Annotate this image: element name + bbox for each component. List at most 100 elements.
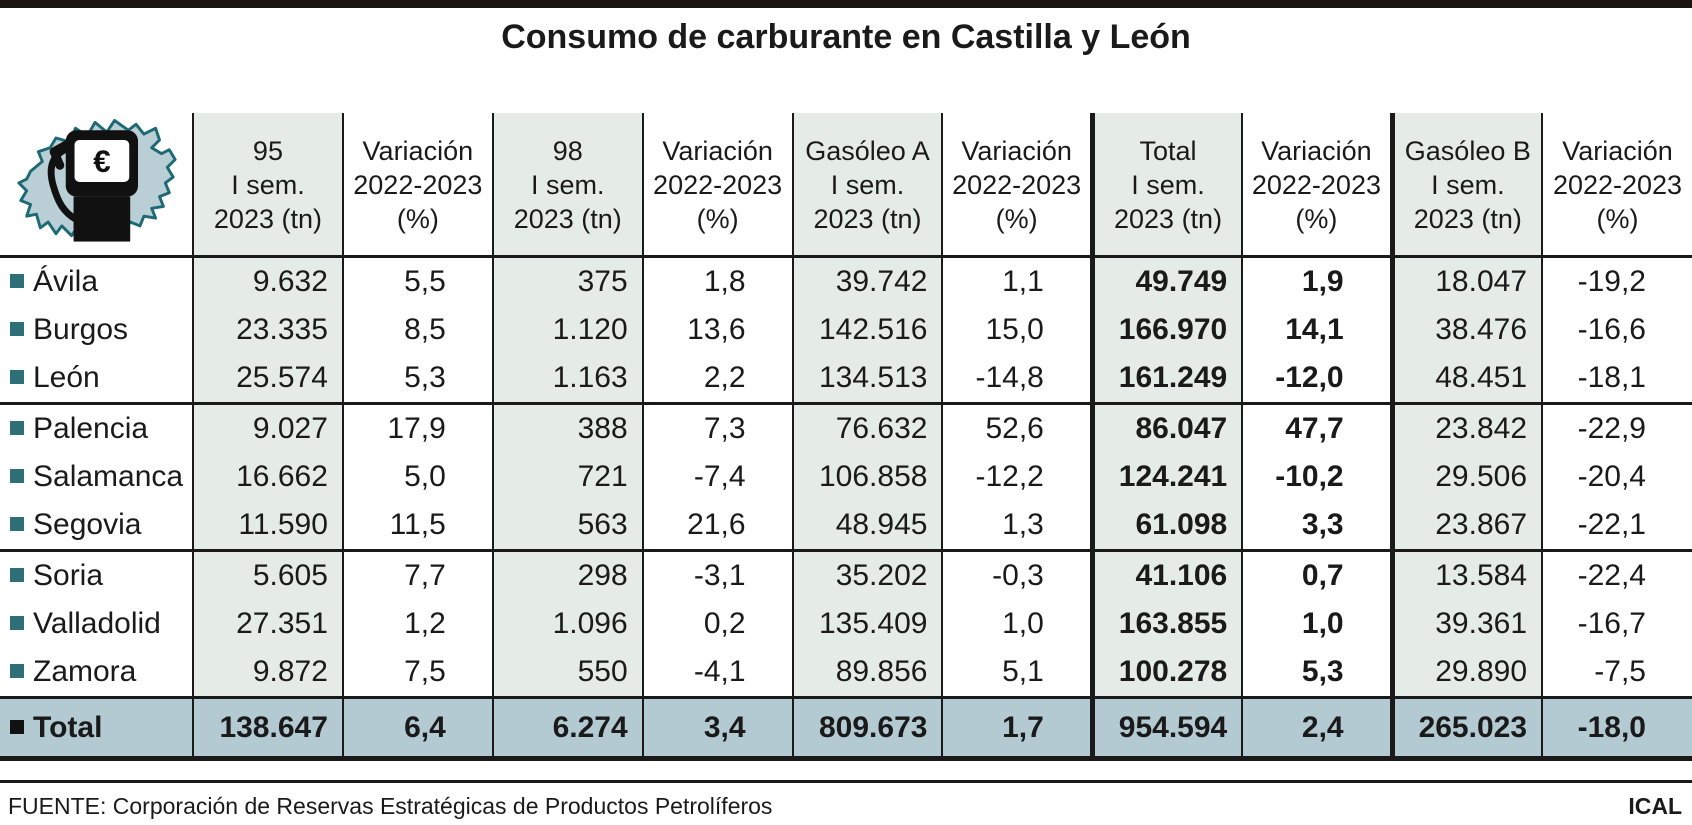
table-row: Zamora 9.872 7,5 550 -4,1 89.856 5,1 100.278 5,3… [0, 648, 1692, 698]
column-header: Total I sem. 2023 (tn) [1089, 113, 1243, 258]
footer-divider [0, 780, 1692, 783]
euro-symbol: € [93, 144, 110, 179]
table-cell: 11,5 [341, 501, 493, 551]
table-cell: 134.513 [791, 354, 943, 404]
table-cell: 5,5 [341, 256, 493, 306]
row-label: Valladolid [0, 600, 193, 648]
column-header-line: Variación [662, 135, 773, 166]
table-cell: -10,2 [1241, 453, 1393, 501]
table-cell: 1.120 [491, 306, 643, 354]
column-header-line: Variación [961, 135, 1072, 166]
table-cell: 39.742 [791, 256, 943, 306]
table-cell: 1,8 [641, 256, 793, 306]
province-name: Valladolid [33, 607, 161, 640]
table-cell: 2,4 [1241, 696, 1393, 761]
table-cell: 14,1 [1241, 306, 1393, 354]
table-cell: 9.027 [192, 402, 343, 453]
table-cell: 5,3 [1241, 648, 1393, 698]
castilla-y-leon-map-icon: € [16, 118, 177, 242]
table-cell: 1,2 [341, 600, 493, 648]
province-name: Total [33, 710, 103, 744]
column-header-line: Variación [1261, 135, 1372, 166]
table-cell: 38.476 [1389, 306, 1543, 354]
table-cell: 5,3 [341, 354, 493, 404]
table-cell: -7,5 [1541, 648, 1692, 698]
table-cell: 1,1 [941, 256, 1093, 306]
credit-text: ICAL [1628, 793, 1682, 819]
table-cell: -18,1 [1541, 354, 1692, 404]
table-cell: -3,1 [641, 549, 793, 600]
row-bullet-icon [10, 421, 24, 436]
column-header: 95 I sem. 2023 (tn) [192, 113, 343, 258]
table-cell: 89.856 [791, 648, 943, 698]
row-bullet-icon [10, 517, 24, 532]
table-cell: 11.590 [192, 501, 343, 551]
table-row: Ávila 9.632 5,5 375 1,8 39.742 1,1 49.749 1,9 18.… [0, 256, 1692, 306]
table-cell: 2,2 [641, 354, 793, 404]
table-cell: 5,1 [941, 648, 1093, 698]
header-row: € 95 I sem. 2023 (tn) Variación 2022-2023 (%)… [0, 113, 1692, 258]
row-label: Salamanca [0, 453, 193, 501]
province-name: Burgos [33, 313, 129, 346]
table-cell: 23.335 [192, 306, 343, 354]
column-header-line: (%) [995, 203, 1038, 234]
table-cell: 1,3 [941, 501, 1093, 551]
table-cell: 48.451 [1389, 354, 1543, 404]
table-cell: 48.945 [791, 501, 943, 551]
table-cell: 1.163 [491, 354, 643, 404]
table-cell: 29.890 [1389, 648, 1543, 698]
table-cell: 23.867 [1389, 501, 1543, 551]
table-cell: 809.673 [791, 696, 943, 761]
table-cell: 0,2 [641, 600, 793, 648]
table-cell: 1,9 [1241, 256, 1393, 306]
column-header-line: I sem. [830, 169, 905, 200]
province-name: Soria [33, 559, 104, 592]
row-bullet-icon [10, 664, 24, 679]
column-header-line: (%) [1295, 203, 1338, 234]
table-cell: 135.409 [791, 600, 943, 648]
table-cell: -12,2 [941, 453, 1093, 501]
table-cell: 1,7 [941, 696, 1093, 761]
region-fuel-icon: € [0, 113, 193, 249]
table-cell: 52,6 [941, 402, 1093, 453]
table-cell: -19,2 [1541, 256, 1692, 306]
column-header: 98 I sem. 2023 (tn) [491, 113, 643, 258]
column-header-line: 2022-2023 [1552, 169, 1683, 200]
row-bullet-icon [10, 370, 24, 385]
table-cell: 49.749 [1089, 256, 1243, 306]
table-cell: 8,5 [341, 306, 493, 354]
table-cell: 298 [491, 549, 643, 600]
table-cell: 41.106 [1089, 549, 1243, 600]
table-cell: -7,4 [641, 453, 793, 501]
table-cell: 265.023 [1389, 696, 1543, 761]
table-cell: 35.202 [791, 549, 943, 600]
table-row: Segovia 11.590 11,5 563 21,6 48.945 1,3 61.098 3… [0, 501, 1692, 551]
table-cell: 106.858 [791, 453, 943, 501]
row-bullet-icon [10, 469, 24, 484]
table-cell: 1,0 [941, 600, 1093, 648]
column-header-line: 2023 (tn) [213, 203, 322, 234]
table-cell: 9.632 [192, 256, 343, 306]
table-cell: 550 [491, 648, 643, 698]
table-cell: 39.361 [1389, 600, 1543, 648]
row-label: Burgos [0, 306, 193, 354]
column-header-line: 2022-2023 [353, 169, 483, 200]
column-header: Variación 2022-2023 (%) [1241, 113, 1393, 258]
row-label: Soria [0, 549, 193, 600]
column-header-line: Gasóleo B [1404, 135, 1531, 166]
row-bullet-icon [10, 274, 24, 289]
table-cell: 16.662 [192, 453, 343, 501]
province-name: Ávila [33, 265, 99, 298]
table-cell: 3,3 [1241, 501, 1393, 551]
province-name: Palencia [33, 412, 149, 445]
table-cell: 6.274 [491, 696, 643, 761]
row-label: León [0, 354, 193, 404]
column-header: Variación 2022-2023 (%) [641, 113, 793, 258]
row-label: Palencia [0, 402, 193, 453]
header-icon-cell: € [0, 113, 193, 258]
table-cell: 17,9 [341, 402, 493, 453]
table-cell: 9.872 [192, 648, 343, 698]
table-cell: 86.047 [1089, 402, 1243, 453]
table-row-total: Total 138.647 6,4 6.274 3,4 809.673 1,7 954.594… [0, 696, 1692, 761]
